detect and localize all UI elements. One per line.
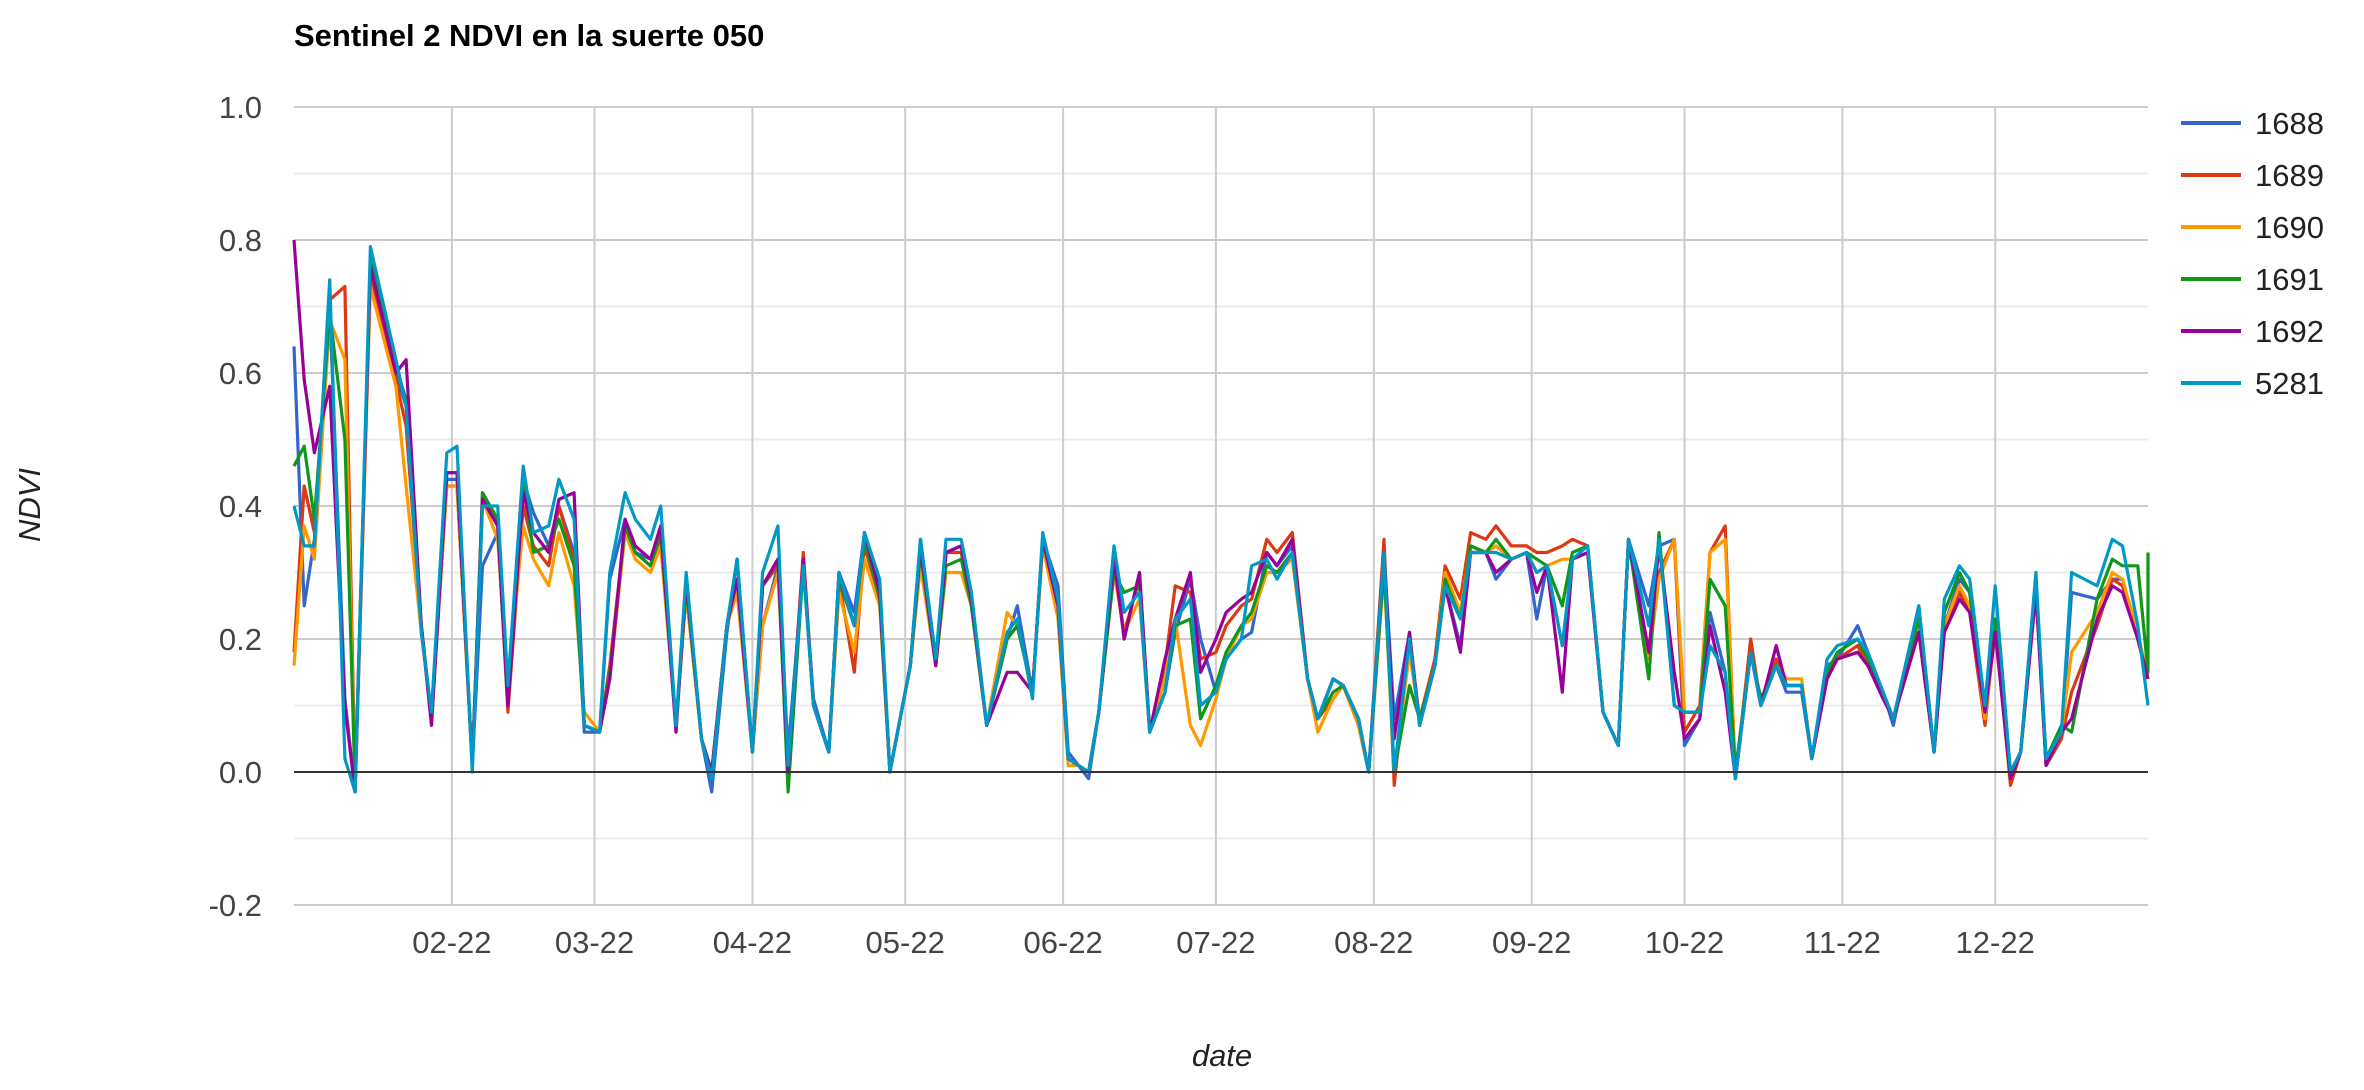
- legend-label: 1690: [2255, 210, 2324, 245]
- x-tick-label: 09-22: [1492, 925, 1571, 960]
- series-line-1688: [292, 265, 2150, 794]
- grid: [294, 106, 2148, 906]
- y-tick-label: 0.8: [219, 223, 262, 258]
- y-tick-label: 0.4: [219, 489, 262, 524]
- legend-item-1688[interactable]: 1688: [2181, 106, 2324, 141]
- x-tick-label: 02-22: [412, 925, 491, 960]
- x-tick-label: 10-22: [1645, 925, 1724, 960]
- x-axis-label: date: [1191, 1038, 1253, 1073]
- legend-item-1690[interactable]: 1690: [2181, 210, 2324, 245]
- x-tick-label: 04-22: [713, 925, 792, 960]
- legend-label: 1692: [2255, 314, 2324, 349]
- legend-label: 1688: [2255, 106, 2324, 141]
- legend-label: 1691: [2255, 262, 2324, 297]
- y-axis-ticks: 1.0 0.8 0.6 0.4 0.2 0.0 -0.2: [209, 90, 262, 923]
- x-tick-label: 12-22: [1956, 925, 2035, 960]
- series-line-1690: [292, 284, 2150, 794]
- x-tick-label: 03-22: [555, 925, 634, 960]
- legend-label: 1689: [2255, 158, 2324, 193]
- series-line-5281: [292, 245, 2150, 794]
- x-tick-label: 11-22: [1804, 925, 1881, 960]
- series-line-1689: [292, 271, 2150, 787]
- legend[interactable]: 1688 1689 1690 1691 1692 5281: [2181, 106, 2324, 401]
- legend-item-1692[interactable]: 1692: [2181, 314, 2324, 349]
- y-tick-label: 1.0: [219, 90, 262, 125]
- y-tick-label: 0.0: [219, 755, 262, 790]
- x-tick-label: 06-22: [1023, 925, 1102, 960]
- series-lines: [292, 239, 2150, 794]
- x-axis-ticks: 02-22 03-22 04-22 05-22 06-22 07-22 08-22 09-22…: [412, 925, 2035, 960]
- x-tick-label: 05-22: [866, 925, 945, 960]
- x-tick-label: 07-22: [1176, 925, 1255, 960]
- y-tick-label: 0.6: [219, 356, 262, 391]
- y-tick-label: -0.2: [209, 888, 262, 923]
- x-tick-label: 08-22: [1334, 925, 1413, 960]
- legend-label: 5281: [2255, 366, 2324, 401]
- chart-title: Sentinel 2 NDVI en la suerte 050: [294, 18, 765, 53]
- series-line-1691: [292, 258, 2150, 794]
- legend-item-5281[interactable]: 5281: [2181, 366, 2324, 401]
- legend-item-1691[interactable]: 1691: [2181, 262, 2324, 297]
- legend-item-1689[interactable]: 1689: [2181, 158, 2324, 193]
- y-tick-label: 0.2: [219, 622, 262, 657]
